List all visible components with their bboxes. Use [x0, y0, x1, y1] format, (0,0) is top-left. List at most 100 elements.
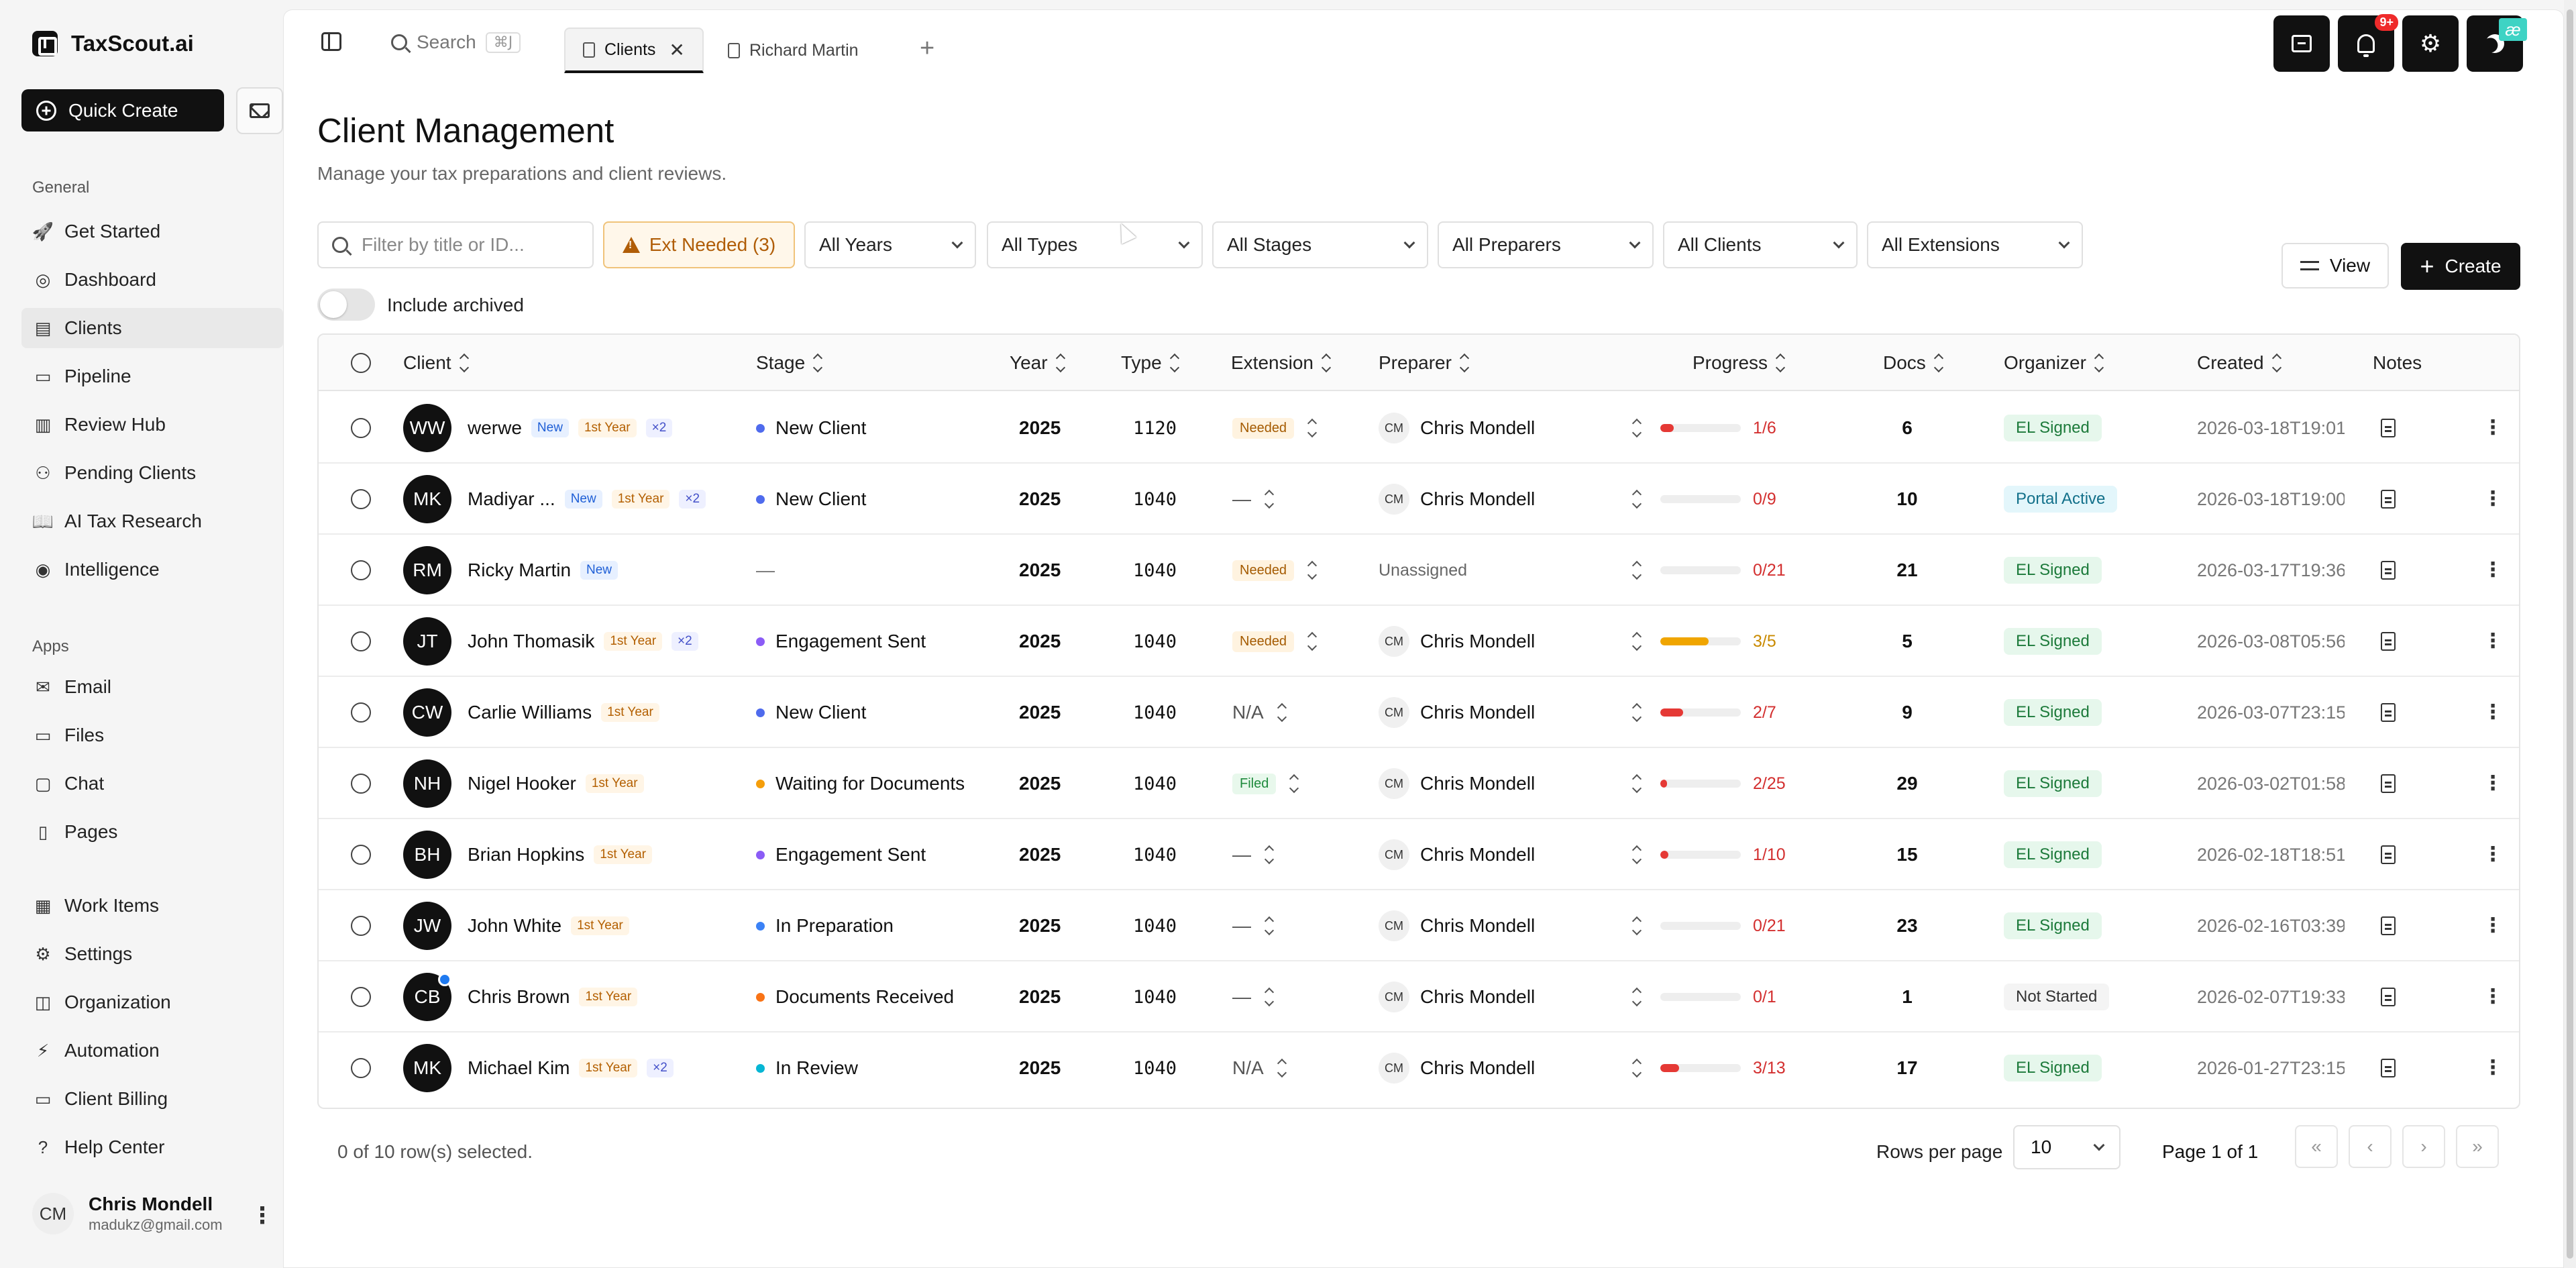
more-vertical-icon[interactable]: ⋮: [251, 1203, 274, 1228]
filter-input[interactable]: Filter by title or ID...: [317, 221, 594, 268]
row-checkbox[interactable]: [351, 702, 371, 723]
extension-toggle-icon[interactable]: [1291, 776, 1297, 792]
row-checkbox[interactable]: [351, 774, 371, 794]
close-icon[interactable]: ✕: [669, 39, 685, 60]
column-header-progress[interactable]: Progress: [1693, 335, 1784, 391]
create-button[interactable]: + Create: [2401, 243, 2520, 290]
preparers-select[interactable]: All Preparers: [1438, 221, 1654, 268]
row-checkbox[interactable]: [351, 560, 371, 580]
row-checkbox[interactable]: [351, 916, 371, 936]
more-vertical-icon[interactable]: ⋮: [2483, 701, 2503, 723]
row-checkbox[interactable]: [351, 489, 371, 509]
notifications-button[interactable]: 9+: [2338, 14, 2398, 72]
more-vertical-icon[interactable]: ⋮: [2483, 843, 2503, 865]
sidebar-item-settings[interactable]: ⚙ Settings: [21, 934, 283, 974]
extension-toggle-icon[interactable]: [1266, 491, 1273, 507]
extension-icon[interactable]: æ: [2499, 18, 2527, 41]
client-name[interactable]: werwe: [468, 417, 522, 438]
table-row[interactable]: BH Brian Hopkins 1st Year Engagement Sent 20…: [319, 819, 2519, 890]
search-trigger[interactable]: Search ⌘J: [391, 29, 521, 56]
notes-icon[interactable]: [2381, 774, 2396, 793]
row-checkbox[interactable]: [351, 631, 371, 651]
row-checkbox[interactable]: [351, 987, 371, 1007]
notes-icon[interactable]: [2381, 1059, 2396, 1077]
table-row[interactable]: MK Michael Kim 1st Year ×2 In Review 2025 1040…: [319, 1033, 2519, 1104]
sidebar-item-automation[interactable]: ⚡ Automation: [21, 1031, 283, 1071]
select-all-checkbox[interactable]: [351, 353, 371, 373]
first-page-button[interactable]: «: [2295, 1125, 2338, 1168]
inbox-button[interactable]: [236, 87, 283, 134]
column-header-docs[interactable]: Docs: [1883, 335, 1942, 391]
row-checkbox[interactable]: [351, 845, 371, 865]
column-header-year[interactable]: Year: [1010, 335, 1064, 391]
more-vertical-icon[interactable]: ⋮: [2483, 772, 2503, 794]
column-header-stage[interactable]: Stage: [756, 335, 821, 391]
column-header-extension[interactable]: Extension: [1231, 335, 1330, 391]
extension-toggle-icon[interactable]: [1266, 918, 1273, 934]
settings-button[interactable]: ⚙: [2402, 15, 2459, 72]
next-page-button[interactable]: ›: [2402, 1125, 2445, 1168]
row-checkbox[interactable]: [351, 1058, 371, 1078]
client-name[interactable]: Chris Brown: [468, 986, 570, 1007]
column-header-type[interactable]: Type: [1121, 335, 1178, 391]
preparer-select-icon[interactable]: [1633, 847, 1640, 863]
extension-toggle-icon[interactable]: [1279, 704, 1285, 721]
tab-clients[interactable]: Clients ✕: [564, 28, 704, 73]
preparer-select-icon[interactable]: [1633, 562, 1640, 578]
column-header-preparer[interactable]: Preparer: [1379, 335, 1468, 391]
stages-select[interactable]: All Stages: [1212, 221, 1428, 268]
add-tab-icon[interactable]: +: [920, 34, 935, 62]
extension-toggle-icon[interactable]: [1279, 1060, 1285, 1076]
previous-page-button[interactable]: ‹: [2349, 1125, 2392, 1168]
preparer-select-icon[interactable]: [1633, 1060, 1640, 1076]
more-vertical-icon[interactable]: ⋮: [2483, 630, 2503, 652]
table-row[interactable]: JT John Thomasik 1st Year ×2 Engagement Sent…: [319, 606, 2519, 677]
more-vertical-icon[interactable]: ⋮: [2483, 986, 2503, 1008]
sidebar-item-work-items[interactable]: ▦ Work Items: [21, 886, 283, 926]
table-row[interactable]: NH Nigel Hooker 1st Year Waiting for Docume…: [319, 748, 2519, 819]
client-name[interactable]: Madiyar ...: [468, 488, 555, 509]
preparer-select-icon[interactable]: [1633, 491, 1640, 507]
preparer-select-icon[interactable]: [1633, 989, 1640, 1005]
sidebar-item-pipeline[interactable]: ▭ Pipeline: [21, 356, 283, 397]
sidebar-item-email[interactable]: ✉ Email: [21, 667, 283, 707]
client-name[interactable]: Michael Kim: [468, 1057, 570, 1078]
rows-per-page-select[interactable]: 10: [2013, 1125, 2121, 1169]
ext-needed-filter[interactable]: Ext Needed (3): [603, 221, 795, 268]
sidebar-item-intelligence[interactable]: ◉ Intelligence: [21, 549, 283, 590]
notes-icon[interactable]: [2381, 490, 2396, 509]
table-row[interactable]: WW werwe New 1st Year ×2 New Client 2025 1120 Ne…: [319, 392, 2519, 464]
tab-richard-martin[interactable]: Richard Martin: [710, 28, 898, 73]
notes-icon[interactable]: [2381, 845, 2396, 864]
notes-icon[interactable]: [2381, 916, 2396, 935]
client-name[interactable]: Carlie Williams: [468, 702, 592, 723]
brand[interactable]: TaxScout.ai: [32, 27, 194, 60]
more-vertical-icon[interactable]: ⋮: [2483, 559, 2503, 581]
client-name[interactable]: John Thomasik: [468, 631, 595, 651]
column-header-created[interactable]: Created: [2197, 335, 2280, 391]
sidebar-item-get-started[interactable]: 🚀 Get Started: [21, 211, 283, 252]
scrollbar-thumb[interactable]: [2567, 9, 2573, 1259]
column-header-client[interactable]: Client: [403, 335, 468, 391]
preparer-select-icon[interactable]: [1633, 633, 1640, 649]
theme-toggle-button[interactable]: æ: [2467, 15, 2527, 72]
column-header-organizer[interactable]: Organizer: [2004, 335, 2102, 391]
sidebar-item-clients[interactable]: ▤ Clients: [21, 308, 283, 348]
extension-toggle-icon[interactable]: [1266, 847, 1273, 863]
table-row[interactable]: MK Madiyar ... New 1st Year ×2 New Client 2025…: [319, 464, 2519, 535]
row-checkbox[interactable]: [351, 418, 371, 438]
sidebar-item-organization[interactable]: ◫ Organization: [21, 982, 283, 1022]
extension-toggle-icon[interactable]: [1309, 633, 1316, 649]
sidebar-item-files[interactable]: ▭ Files: [21, 715, 283, 755]
notes-icon[interactable]: [2381, 632, 2396, 651]
client-name[interactable]: Nigel Hooker: [468, 773, 576, 794]
sidebar-toggle-icon[interactable]: [321, 32, 341, 51]
preparer-select-icon[interactable]: [1633, 704, 1640, 721]
notes-icon[interactable]: [2381, 419, 2396, 437]
last-page-button[interactable]: »: [2456, 1125, 2499, 1168]
client-name[interactable]: Brian Hopkins: [468, 844, 585, 865]
extension-toggle-icon[interactable]: [1309, 562, 1316, 578]
include-archived-toggle[interactable]: [317, 288, 375, 321]
sidebar-item-help-center[interactable]: ? Help Center: [21, 1127, 283, 1167]
years-select[interactable]: All Years: [804, 221, 976, 268]
